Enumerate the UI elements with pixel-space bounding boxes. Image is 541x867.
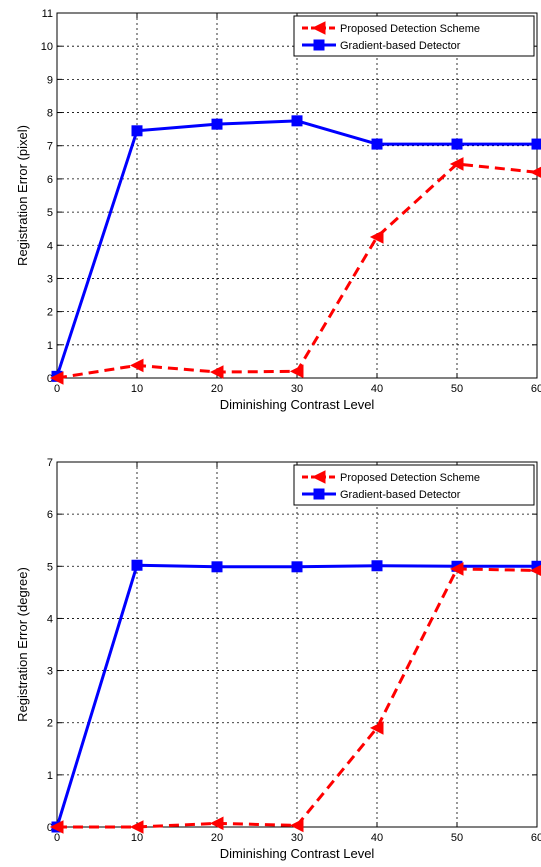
legend: Proposed Detection Scheme Gradient-based …: [293, 15, 535, 57]
y-tick-label: 4: [47, 613, 53, 625]
data-point: [291, 561, 303, 573]
x-axis-label: Diminishing Contrast Level: [220, 846, 375, 861]
data-point: [529, 564, 541, 577]
x-tick-label: 60: [531, 832, 541, 844]
legend-box: [293, 15, 535, 57]
data-point: [49, 371, 64, 385]
y-tick-label: 1: [47, 340, 53, 352]
legend-box: [293, 464, 535, 506]
data-point: [369, 721, 384, 735]
y-tick-label: 7: [47, 457, 53, 469]
y-axis-label: Registration Error (pixel): [15, 125, 30, 266]
data-point: [289, 818, 304, 833]
data-point: [209, 365, 224, 379]
legend-label: Proposed Detection Scheme: [340, 472, 480, 484]
y-tick-label: 9: [47, 74, 53, 86]
x-tick-label: 0: [54, 383, 60, 395]
x-tick-label: 60: [531, 383, 541, 395]
y-tick-label: 3: [47, 273, 53, 285]
x-tick-label: 10: [131, 383, 143, 395]
legend-label: Gradient-based Detector: [340, 489, 461, 501]
chart-1: 0 10 20 30 40 50 60 0 1 2 3 4 5 6 7 8 9 10 11 Diminishing C…: [15, 8, 541, 412]
y-tick-label: 5: [47, 207, 53, 219]
data-point: [131, 559, 143, 571]
legend-item-2: Gradient-based Detector: [302, 488, 461, 501]
y-tick-label: 0: [47, 373, 53, 385]
legend-label: Gradient-based Detector: [340, 40, 461, 52]
legend-swatch-marker: [311, 21, 326, 35]
legend-label: Proposed Detection Scheme: [340, 23, 480, 35]
data-point: [529, 166, 541, 178]
y-tick-label: 8: [47, 108, 53, 120]
y-tick-label: 10: [41, 41, 53, 53]
data-point: [49, 820, 64, 834]
x-tick-label: 40: [371, 383, 383, 395]
chart-2: 0 10 20 30 40 50 60 0 1 2 3 4 5 6 7 Diminishing Contras…: [15, 457, 541, 861]
data-point: [291, 115, 303, 127]
data-point: [209, 816, 224, 831]
legend-swatch-marker: [313, 39, 325, 51]
data-point: [449, 562, 464, 576]
data-point: [531, 138, 541, 150]
y-tick-label: 3: [47, 666, 53, 678]
x-tick-label: 20: [211, 383, 223, 395]
y-tick-label: 6: [47, 509, 53, 521]
data-point: [289, 364, 304, 379]
y-axis-label: Registration Error (degree): [15, 567, 30, 722]
series-1: [49, 157, 541, 385]
data-point: [211, 118, 223, 130]
y-tick-label: 1: [47, 770, 53, 782]
x-axis-label: Diminishing Contrast Level: [220, 397, 375, 412]
y-tick-label: 5: [47, 561, 53, 573]
x-tick-label: 20: [211, 832, 223, 844]
data-point: [131, 125, 143, 137]
x-tick-label: 10: [131, 832, 143, 844]
y-tick-label: 2: [47, 718, 53, 730]
y-tick-label: 7: [47, 141, 53, 153]
x-tick-label: 40: [371, 832, 383, 844]
legend-item-1: Proposed Detection Scheme: [302, 21, 480, 35]
legend-swatch-marker: [313, 488, 325, 500]
x-tick-label: 30: [291, 383, 303, 395]
legend-item-2: Gradient-based Detector: [302, 39, 461, 52]
y-tick-label: 11: [42, 8, 53, 20]
data-point: [371, 560, 383, 572]
y-tick-label: 6: [47, 174, 53, 186]
data-point: [129, 358, 144, 373]
data-point: [129, 820, 144, 834]
legend-item-1: Proposed Detection Scheme: [302, 470, 480, 484]
x-tick-label: 50: [451, 383, 463, 395]
y-tick-label: 4: [47, 240, 53, 252]
x-tick-label: 50: [451, 832, 463, 844]
x-tick-label: 0: [54, 832, 60, 844]
legend: Proposed Detection Scheme Gradient-based …: [293, 464, 535, 506]
series-1: [49, 562, 541, 834]
data-point: [211, 561, 223, 573]
y-tick-label: 2: [47, 307, 53, 319]
data-point: [451, 138, 463, 150]
y-tick-label: 0: [47, 822, 53, 834]
data-point: [371, 138, 383, 150]
data-point: [449, 157, 464, 171]
x-tick-label: 30: [291, 832, 303, 844]
legend-swatch-marker: [311, 470, 326, 484]
data-point: [369, 230, 384, 244]
